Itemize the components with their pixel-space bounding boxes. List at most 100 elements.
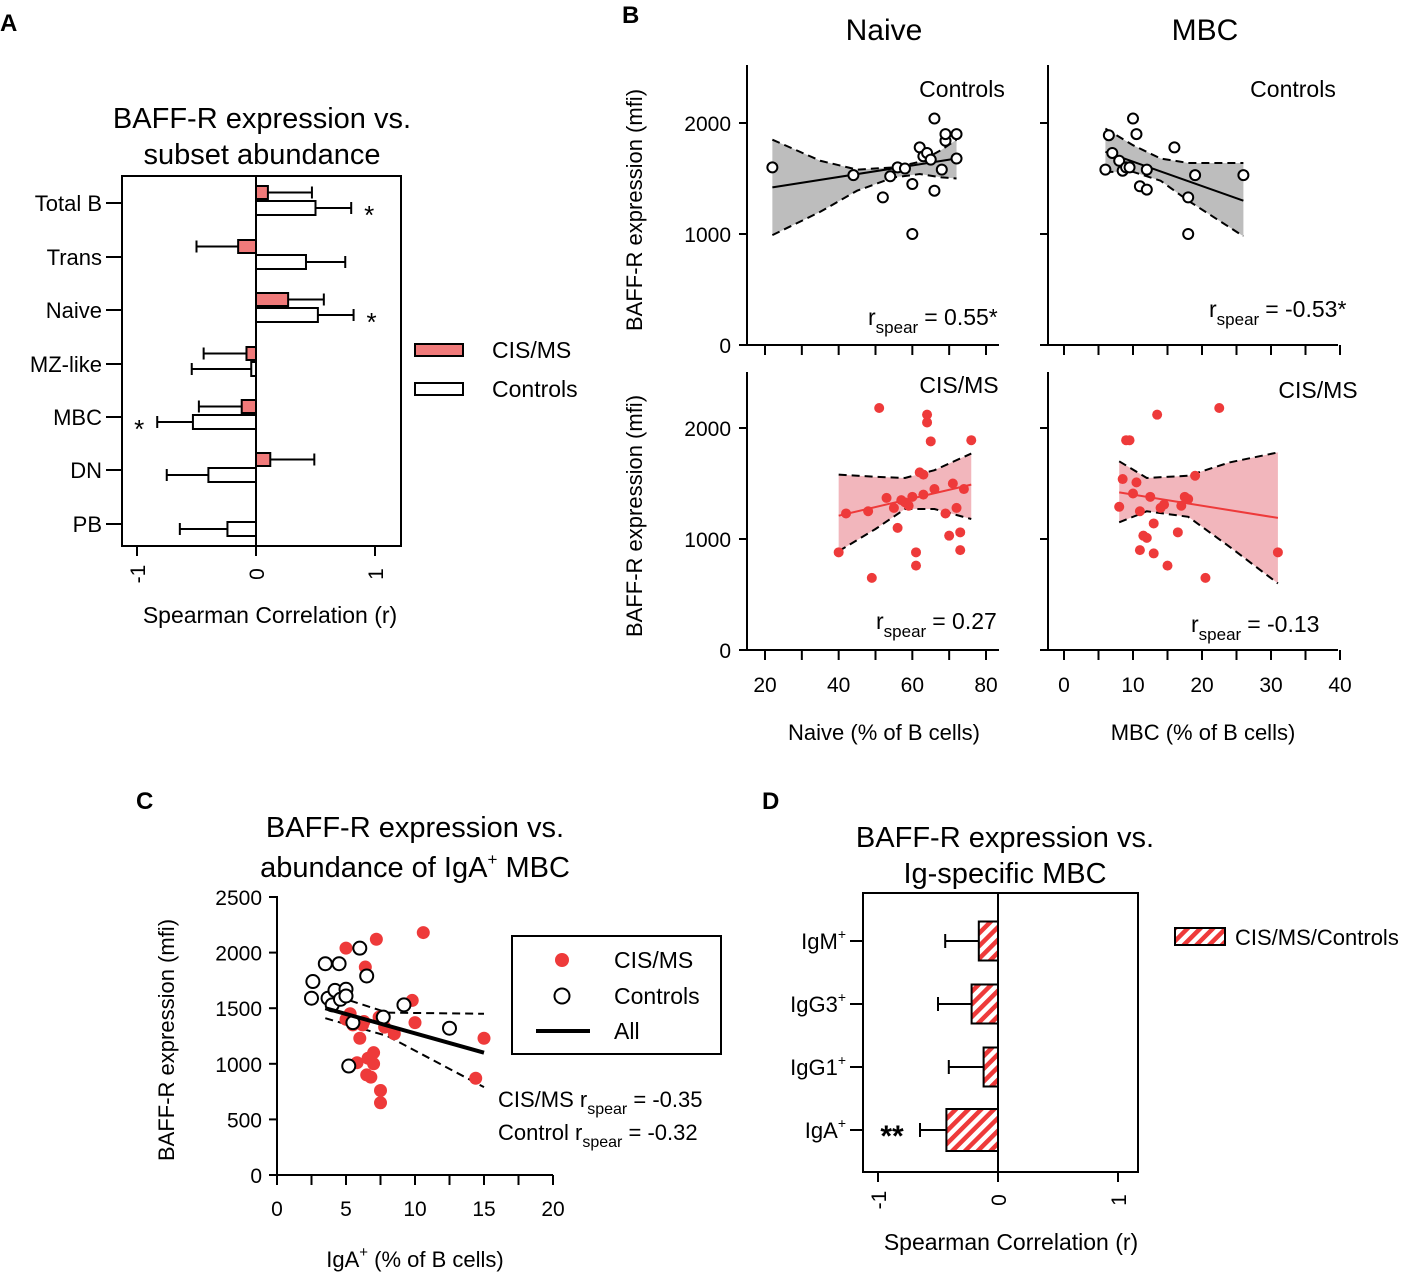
panel-b-naive-cis-point bbox=[918, 489, 929, 500]
panel-a-title-line1: BAFF-R expression vs. bbox=[113, 103, 411, 135]
panel-c-band-lower bbox=[325, 1017, 485, 1089]
panel-a-bar-controls bbox=[255, 307, 319, 323]
panel-c-legend-cis-marker bbox=[555, 953, 569, 967]
panel-b-naive-controls-point bbox=[928, 112, 941, 125]
panel-b-naive-controls-point bbox=[928, 184, 941, 197]
panel-c-point-cis bbox=[364, 1070, 378, 1084]
panel-a-letter: A bbox=[0, 10, 17, 37]
panel-c-point-cis bbox=[416, 926, 430, 940]
panel-a-bar-cis bbox=[240, 399, 258, 414]
panel-b-ticks: 0 1000 2000 0 1000 2000 20 40 60 80 0 10 20 30 40 bbox=[684, 113, 1351, 697]
panel-c-ticks: 0 500 1000 1500 2000 2500 0 5 10 15 20 bbox=[215, 887, 564, 1221]
panel-b-mbc-cis-point bbox=[1190, 470, 1201, 481]
panel-a-bar-controls bbox=[255, 200, 317, 216]
panel-b-ylabel-top: BAFF-R expression (mfi) bbox=[622, 89, 647, 331]
panel-c-point-cis bbox=[469, 1071, 483, 1085]
panel-c-point-controls bbox=[442, 1020, 457, 1036]
panel-b-naive-cis-point bbox=[863, 506, 874, 517]
panel-a-bar-cis bbox=[255, 185, 269, 200]
panel-b-naive-cis-point bbox=[881, 492, 892, 503]
panel-b-mbc-controls-point bbox=[1182, 228, 1195, 240]
panel-b-naive-cis-label: CIS/MS bbox=[919, 372, 998, 398]
panel-c-point-cis bbox=[339, 941, 353, 955]
panel-b-xlabel-naive: Naive (% of B cells) bbox=[788, 720, 980, 745]
panel-b-mbc-cis-point bbox=[1134, 506, 1145, 517]
panel-c-legend-controls-marker bbox=[553, 987, 571, 1005]
panel-b-naive-cis-point bbox=[955, 527, 966, 538]
panel-c-title-line1: BAFF-R expression vs. bbox=[266, 812, 564, 844]
panel-c-ytick-label: 1500 bbox=[215, 998, 262, 1021]
panel-b-mbc-cis-point bbox=[1152, 409, 1163, 420]
panel-b-naive-cis-point bbox=[866, 572, 877, 583]
panel-c-ytick-label: 0 bbox=[250, 1165, 262, 1188]
panel-b-naive-controls-label: Controls bbox=[919, 76, 1005, 102]
panel-c-point-controls bbox=[341, 1058, 357, 1074]
panel-b-naive-controls-r: rspear = 0.55* bbox=[868, 304, 998, 337]
panel-d-xlabel: Spearman Correlation (r) bbox=[884, 1229, 1138, 1255]
panel-b-naive-cis-point bbox=[892, 522, 903, 533]
panel-b-ytick-label: 1000 bbox=[684, 224, 731, 247]
panel-c-legend-all-label: All bbox=[614, 1018, 640, 1044]
panel-a-bar-cis bbox=[245, 346, 257, 361]
panel-b-xtick-label: 30 bbox=[1259, 674, 1282, 697]
panel-a-bars: * * * bbox=[106, 185, 377, 537]
panel-c-xtick-label: 20 bbox=[541, 1198, 564, 1221]
panel-b: B Naive MBC BAFF-R expression (mfi) BAFF… bbox=[622, 2, 1358, 745]
panel-b-naive-controls-point bbox=[876, 191, 889, 204]
panel-b-mbc-cis-point bbox=[1148, 518, 1159, 529]
panel-c-legend: CIS/MS Controls All bbox=[511, 935, 722, 1055]
panel-d-category-labels: IgM+ IgG3+ IgG1+ IgA+ bbox=[790, 926, 846, 1143]
panel-b-naive-controls-point bbox=[898, 162, 911, 175]
panel-a-category-label: Trans bbox=[47, 245, 102, 270]
panel-a-category-label: DN bbox=[70, 458, 102, 483]
panel-a: A BAFF-R expression vs. subset abundance… bbox=[0, 10, 578, 628]
panel-b-mbc-cis-point bbox=[1124, 435, 1135, 446]
panel-b-mbc-controls-group bbox=[1099, 112, 1250, 240]
panel-b-ytick-label: 0 bbox=[719, 335, 731, 358]
panel-b-mbc-controls-band-upper bbox=[1104, 127, 1244, 164]
panel-a-significance-mark: * bbox=[367, 307, 377, 337]
panel-b-mbc-controls-point bbox=[1168, 141, 1181, 154]
panel-b-mbc-controls-point bbox=[1182, 191, 1195, 204]
panel-b-naive-cis-point bbox=[911, 547, 922, 558]
panel-c-ytick-label: 500 bbox=[227, 1109, 262, 1132]
panel-c-plot bbox=[304, 926, 491, 1110]
panel-d-significance-mark: ** bbox=[880, 1120, 904, 1153]
panel-c-point-controls bbox=[338, 988, 354, 1004]
panel-a-title-line2: subset abundance bbox=[143, 139, 380, 171]
panel-b-mbc-cis-point bbox=[1141, 532, 1152, 543]
panel-b-naive-cis-point bbox=[958, 484, 969, 495]
panel-d-category-label: IgG1+ bbox=[790, 1052, 846, 1080]
panel-a-legend-cis-label: CIS/MS bbox=[492, 337, 571, 363]
panel-b-naive-cis-point bbox=[918, 469, 929, 480]
panel-b-mbc-controls-point bbox=[1237, 169, 1250, 182]
panel-a-category-label: MZ-like bbox=[30, 352, 102, 377]
panel-b-naive-controls-point bbox=[924, 153, 937, 166]
panel-b-naive-cis-point bbox=[874, 403, 885, 414]
panel-b-mbc-cis-point bbox=[1114, 501, 1125, 512]
panel-c-point-cis bbox=[408, 1016, 422, 1030]
panel-b-naive-controls-point bbox=[906, 228, 919, 240]
panel-b-ytick-label: 0 bbox=[719, 640, 731, 663]
panel-b-letter: B bbox=[622, 2, 639, 29]
panel-b-mbc-controls-point bbox=[1140, 163, 1153, 176]
panel-c-xtick-label: 10 bbox=[403, 1198, 426, 1221]
panel-b-naive-controls-confidence-band bbox=[772, 139, 957, 236]
panel-b-xtick-label: 40 bbox=[827, 674, 850, 697]
panel-a-xtick-label: 0 bbox=[246, 568, 269, 580]
panel-b-mbc-cis-point bbox=[1134, 545, 1145, 556]
panel-b-naive-cis-point bbox=[947, 478, 958, 489]
panel-b-mbc-controls-fit-line bbox=[1105, 150, 1244, 202]
panel-a-xlabel: Spearman Correlation (r) bbox=[143, 602, 397, 628]
panel-b-naive-cis-point bbox=[922, 417, 933, 428]
panel-c-letter: C bbox=[136, 788, 153, 815]
panel-d-legend-label: CIS/MS/Controls bbox=[1235, 925, 1399, 950]
panel-a-legend-cis-swatch bbox=[414, 343, 464, 357]
panel-b-naive-cis-point bbox=[929, 484, 940, 495]
panel-b-naive-cis-point bbox=[944, 530, 955, 541]
panel-b-mbc-cis-point bbox=[1214, 403, 1225, 414]
panel-a-legend: CIS/MS Controls bbox=[414, 337, 578, 402]
panel-a-category-labels: Total B Trans Naive MZ-like MBC DN PB bbox=[30, 191, 102, 537]
panel-b-mbc-controls-point bbox=[1123, 161, 1136, 174]
